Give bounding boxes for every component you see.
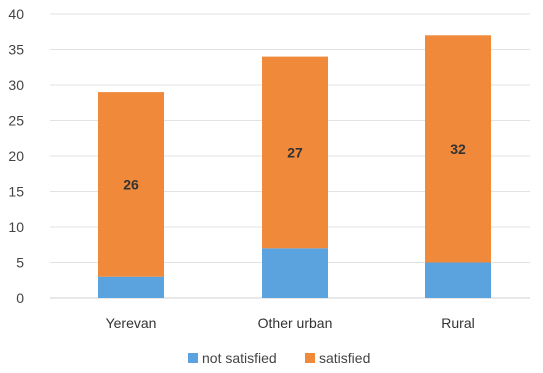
y-tick-label: 35 [8,42,24,58]
y-tick-label: 20 [8,148,24,164]
legend: not satisfied satisfied [188,350,370,366]
legend-swatch-not-satisfied [188,353,198,363]
y-tick-label: 15 [8,184,24,200]
x-axis-category-labels: Yerevan Other urban Rural [106,315,475,331]
data-label: 26 [123,176,139,192]
bar-segment-not-satisfied [98,276,164,298]
y-tick-label: 40 [8,6,24,22]
x-category-label: Other urban [258,315,333,331]
bar-segment-satisfied [262,56,328,249]
legend-label: not satisfied [202,350,277,366]
data-label: 32 [450,141,466,157]
legend-swatch-satisfied [305,353,315,363]
bar-segment-not-satisfied [425,262,491,298]
y-tick-label: 30 [8,77,24,93]
bar-segment-not-satisfied [262,248,328,298]
bar-segment-satisfied [98,92,164,277]
bar-segment-satisfied [425,35,491,263]
x-category-label: Rural [441,315,474,331]
y-tick-label: 0 [16,290,24,306]
legend-label: satisfied [319,350,370,366]
y-axis-tick-labels: 0 5 10 15 20 25 30 35 40 [8,6,24,306]
y-tick-label: 10 [8,219,24,235]
y-tick-label: 5 [16,255,24,271]
x-category-label: Yerevan [106,315,157,331]
data-label: 27 [287,144,303,160]
bars: 26 27 32 [98,35,491,298]
y-tick-label: 25 [8,113,24,129]
